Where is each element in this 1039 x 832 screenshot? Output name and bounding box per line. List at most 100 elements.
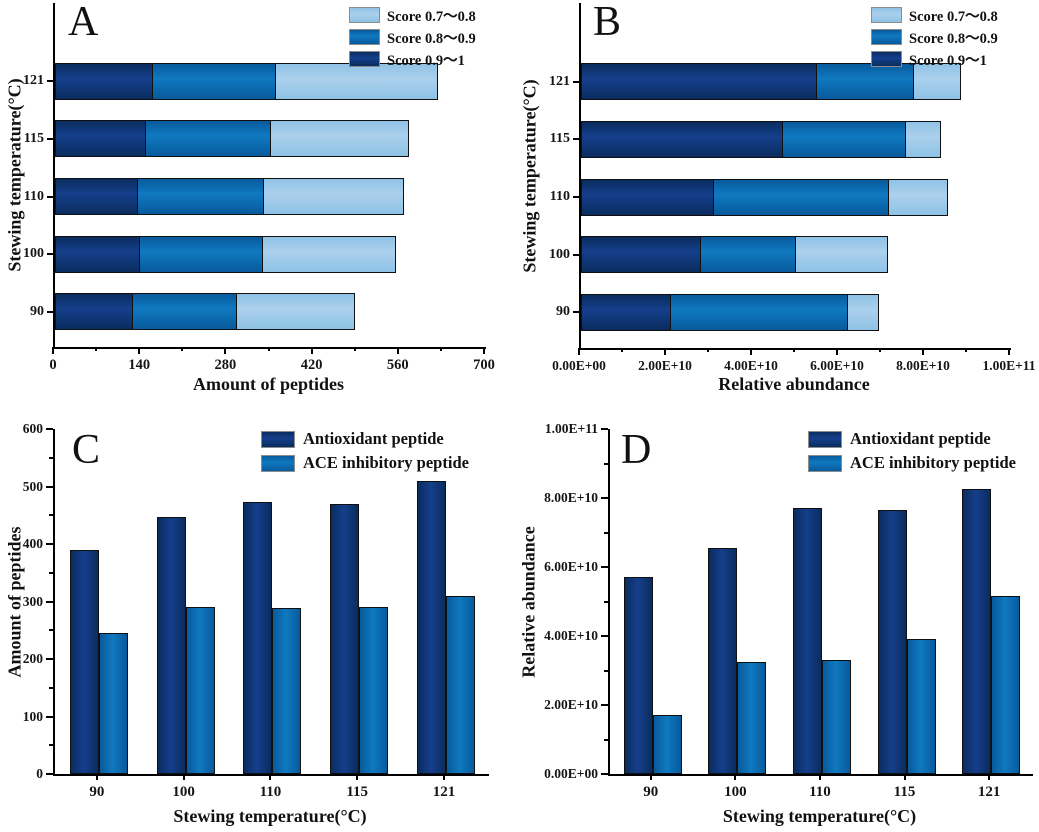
bar-navy — [708, 548, 738, 774]
y-tick-label: 110 — [23, 188, 44, 204]
bar-row — [581, 236, 1011, 274]
x-minor-tick — [621, 348, 623, 352]
bar-segment-navy — [581, 236, 702, 274]
x-tick — [396, 347, 399, 354]
legend-item: Score 0.8～0.9 — [871, 26, 998, 48]
bar-navy — [962, 489, 992, 774]
x-tick — [443, 774, 446, 780]
x-tick-label: 0.00E+00 — [552, 358, 606, 373]
bar-blue — [737, 661, 767, 774]
legend-item: Score 0.9～1 — [871, 48, 998, 70]
x-tick — [269, 774, 272, 780]
legend: Score 0.7～0.8 Score 0.8～0.9 Score 0.9～1 — [349, 4, 476, 70]
x-tick — [988, 774, 991, 780]
y-tick-label: 121 — [549, 73, 570, 89]
bar-segment-navy — [55, 120, 147, 158]
blue-legend-swatch — [349, 29, 380, 45]
y-tick-label: 110 — [549, 189, 570, 205]
panel-letter: C — [72, 427, 101, 473]
x-tick-label: 280 — [214, 357, 237, 373]
y-tick — [601, 635, 608, 637]
x-tick — [818, 774, 821, 780]
panel-letter: B — [593, 0, 622, 45]
bar-row — [55, 293, 486, 331]
y-tick-label: 4.00E+10 — [544, 628, 598, 643]
bar-row — [581, 63, 1011, 101]
bar-segment-navy — [581, 63, 818, 101]
y-minor-tick — [49, 456, 53, 459]
x-tick-label: 2.00E+10 — [638, 358, 692, 373]
bar-segment-navy — [55, 293, 134, 331]
bar-navy — [877, 510, 907, 774]
y-tick — [573, 138, 579, 141]
navy-legend-swatch — [261, 430, 295, 448]
y-tick-label: 200 — [22, 651, 43, 666]
y-tick — [601, 497, 608, 499]
bar-navy — [330, 503, 360, 774]
y-tick-label: 100 — [23, 246, 44, 262]
category-label: 110 — [809, 784, 831, 800]
bar-row — [581, 120, 1011, 158]
y-tick — [573, 80, 579, 83]
category-label: 90 — [643, 784, 659, 800]
x-minor-tick — [95, 347, 98, 351]
y-tick — [47, 80, 53, 83]
panel-a-amount-by-score: A Amount of peptides Stewing temperature(°… — [0, 0, 519, 416]
plot-area — [608, 429, 1033, 776]
bar-segment-lightblue — [846, 293, 879, 331]
bar-segment-blue — [137, 178, 265, 215]
bar-segment-navy — [581, 120, 784, 158]
y-minor-tick — [49, 571, 53, 574]
bar-segment-navy — [581, 178, 715, 216]
y-tick-label: 90 — [30, 303, 44, 319]
x-axis-title: Stewing temperature(°C) — [173, 806, 367, 826]
x-tick — [734, 774, 737, 780]
x-minor-tick — [879, 348, 881, 352]
x-minor-tick — [965, 348, 967, 352]
y-tick-label: 600 — [22, 421, 43, 436]
panel-c-amount-grouped: C Stewing temperature(°C) Amount of peptid… — [0, 416, 519, 832]
y-tick-label: 115 — [549, 131, 570, 147]
y-tick — [46, 428, 53, 430]
bar-navy — [623, 577, 653, 774]
bar-row — [581, 178, 1011, 216]
bar-segment-lightblue — [887, 178, 948, 216]
panel-b-abundance-by-score: B Relative abundance Stewing temperature(°… — [519, 0, 1039, 416]
legend-label: Score 0.9～1 — [387, 52, 465, 69]
y-tick — [601, 773, 608, 775]
bar-segment-lightblue — [261, 235, 396, 273]
x-tick-label: 1.00E+11 — [982, 358, 1036, 373]
x-tick-label: 8.00E+10 — [896, 358, 950, 373]
lightblue-legend-swatch — [349, 7, 380, 23]
legend-label: Score 0.9～1 — [909, 52, 987, 69]
y-minor-tick — [604, 738, 608, 741]
legend-item: Score 0.9～1 — [349, 48, 476, 70]
blue-legend-swatch — [808, 454, 842, 472]
x-tick-label: 560 — [386, 357, 409, 373]
y-tick-label: 100 — [549, 246, 570, 262]
bar-navy — [417, 481, 447, 774]
x-tick-label: 420 — [300, 357, 323, 373]
y-tick-label: 90 — [556, 304, 570, 320]
bar-segment-blue — [132, 293, 238, 331]
navy-legend-swatch — [871, 51, 902, 67]
bar-segment-blue — [816, 63, 915, 101]
x-tick — [95, 774, 98, 780]
bar-row — [581, 293, 1011, 331]
category-label: 100 — [172, 784, 195, 800]
bar-blue — [652, 715, 682, 774]
bar-navy — [69, 549, 99, 774]
panel-letter: A — [68, 0, 99, 45]
bar-blue — [98, 633, 128, 774]
lightblue-legend-swatch — [871, 7, 902, 23]
bar-segment-lightblue — [913, 63, 961, 101]
legend-label: ACE inhibitory peptide — [850, 453, 1016, 472]
y-tick — [601, 428, 608, 430]
bar-segment-lightblue — [263, 178, 405, 215]
bar-segment-lightblue — [236, 293, 355, 331]
legend-item: Score 0.7～0.8 — [349, 4, 476, 26]
y-tick — [46, 715, 53, 718]
y-minor-tick — [604, 669, 608, 672]
y-tick — [46, 773, 53, 775]
x-tick — [483, 347, 485, 354]
